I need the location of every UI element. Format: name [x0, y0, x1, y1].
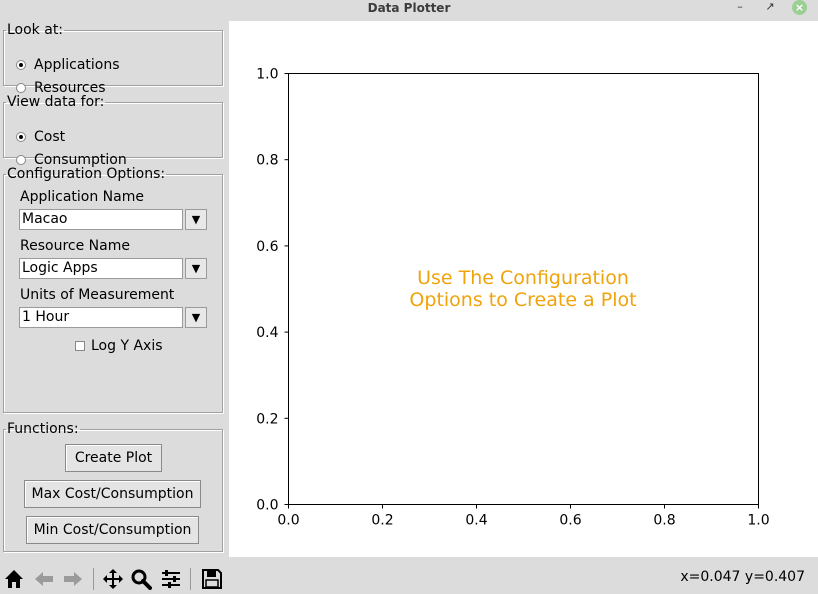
radio-indicator[interactable] — [16, 83, 26, 93]
x-axis: 0.0 0.2 0.4 0.6 0.8 1.0 — [277, 504, 770, 529]
configuration-legend: Configuration Options: — [7, 166, 166, 182]
forward-arrow-icon[interactable] — [60, 566, 86, 592]
radio-indicator[interactable] — [16, 132, 26, 142]
x-tick-label: 1.0 — [747, 513, 769, 529]
plot-message-line1: Use The Configuration — [417, 267, 629, 289]
radio-indicator[interactable] — [16, 60, 26, 70]
y-tick-label: 0.8 — [256, 153, 278, 169]
resource-name-value[interactable]: Logic Apps — [19, 258, 183, 279]
zoom-icon[interactable] — [128, 566, 154, 592]
x-tick-label: 0.4 — [465, 513, 487, 529]
plot-message-line2: Options to Create a Plot — [409, 289, 636, 311]
radio-cost[interactable]: Cost — [16, 127, 65, 147]
radio-indicator[interactable] — [16, 155, 26, 165]
resource-name-label: Resource Name — [20, 238, 130, 254]
window-title: Data Plotter — [367, 1, 451, 15]
toolbar-separator — [190, 568, 191, 590]
y-tick-label: 0.6 — [256, 239, 278, 255]
x-tick-label: 0.6 — [559, 513, 581, 529]
chart[interactable]: 0.0 0.2 0.4 0.6 0.8 1.0 0.0 0.2 0.4 0.6 0.8 1.0 Us… — [229, 21, 818, 557]
create-plot-button[interactable]: Create Plot — [65, 444, 162, 472]
close-icon[interactable]: × — [792, 0, 807, 15]
y-axis: 0.0 0.2 0.4 0.6 0.8 1.0 — [256, 67, 289, 514]
toolbar-separator — [93, 568, 94, 590]
y-tick-label: 0.2 — [256, 411, 278, 427]
max-cost-consumption-button[interactable]: Max Cost/Consumption — [24, 480, 201, 508]
log-y-axis-checkbox[interactable]: Log Y Axis — [75, 338, 163, 354]
radio-applications[interactable]: Applications — [16, 55, 120, 75]
look-at-legend: Look at: — [7, 22, 64, 38]
radio-label: Cost — [34, 129, 66, 145]
radio-consumption[interactable]: Consumption — [16, 150, 127, 170]
save-icon[interactable] — [199, 566, 225, 592]
configure-subplots-icon[interactable] — [158, 566, 184, 592]
checkbox-indicator[interactable] — [75, 341, 85, 351]
dropdown-arrow-icon[interactable]: ▼ — [185, 209, 207, 230]
min-cost-consumption-button[interactable]: Min Cost/Consumption — [26, 516, 199, 544]
application-name-combobox[interactable]: Macao ▼ — [19, 209, 207, 231]
radio-label: Applications — [34, 57, 120, 73]
minimize-icon[interactable]: – — [737, 0, 743, 13]
y-tick-label: 1.0 — [256, 67, 278, 83]
dropdown-arrow-icon[interactable]: ▼ — [185, 258, 207, 279]
title-bar: Data Plotter – ↗ × — [0, 0, 818, 16]
x-tick-label: 0.8 — [653, 513, 675, 529]
cursor-coordinates: x=0.047 y=0.407 — [680, 569, 805, 585]
functions-legend: Functions: — [7, 421, 79, 437]
application-name-value[interactable]: Macao — [19, 209, 183, 230]
y-tick-label: 0.4 — [256, 325, 278, 341]
units-combobox[interactable]: 1 Hour ▼ — [19, 307, 207, 329]
x-tick-label: 0.2 — [371, 513, 393, 529]
log-y-axis-label: Log Y Axis — [91, 338, 163, 354]
home-icon[interactable] — [1, 566, 27, 592]
radio-label: Consumption — [34, 152, 127, 168]
units-label: Units of Measurement — [20, 287, 175, 303]
back-arrow-icon[interactable] — [31, 566, 57, 592]
plot-frame — [288, 73, 759, 505]
y-tick-label: 0.0 — [256, 498, 278, 514]
plot-canvas[interactable]: 0.0 0.2 0.4 0.6 0.8 1.0 0.0 0.2 0.4 0.6 0.8 1.0 Us… — [229, 21, 818, 557]
view-data-legend: View data for: — [7, 94, 105, 110]
application-name-label: Application Name — [20, 189, 144, 205]
pan-icon[interactable] — [100, 566, 126, 592]
units-value[interactable]: 1 Hour — [19, 307, 183, 328]
x-tick-label: 0.0 — [277, 513, 299, 529]
plot-toolbar: x=0.047 y=0.407 — [0, 564, 818, 594]
functions-group: Functions: — [3, 421, 223, 552]
resource-name-combobox[interactable]: Logic Apps ▼ — [19, 258, 207, 280]
dropdown-arrow-icon[interactable]: ▼ — [185, 307, 207, 328]
radio-label: Resources — [34, 80, 106, 96]
view-data-group: View data for: Cost Consumption — [3, 94, 223, 168]
radio-resources[interactable]: Resources — [16, 78, 106, 98]
configuration-group: Configuration Options: — [3, 166, 223, 413]
maximize-icon[interactable]: ↗ — [765, 0, 775, 13]
look-at-group: Look at: Applications Resources — [3, 22, 223, 96]
